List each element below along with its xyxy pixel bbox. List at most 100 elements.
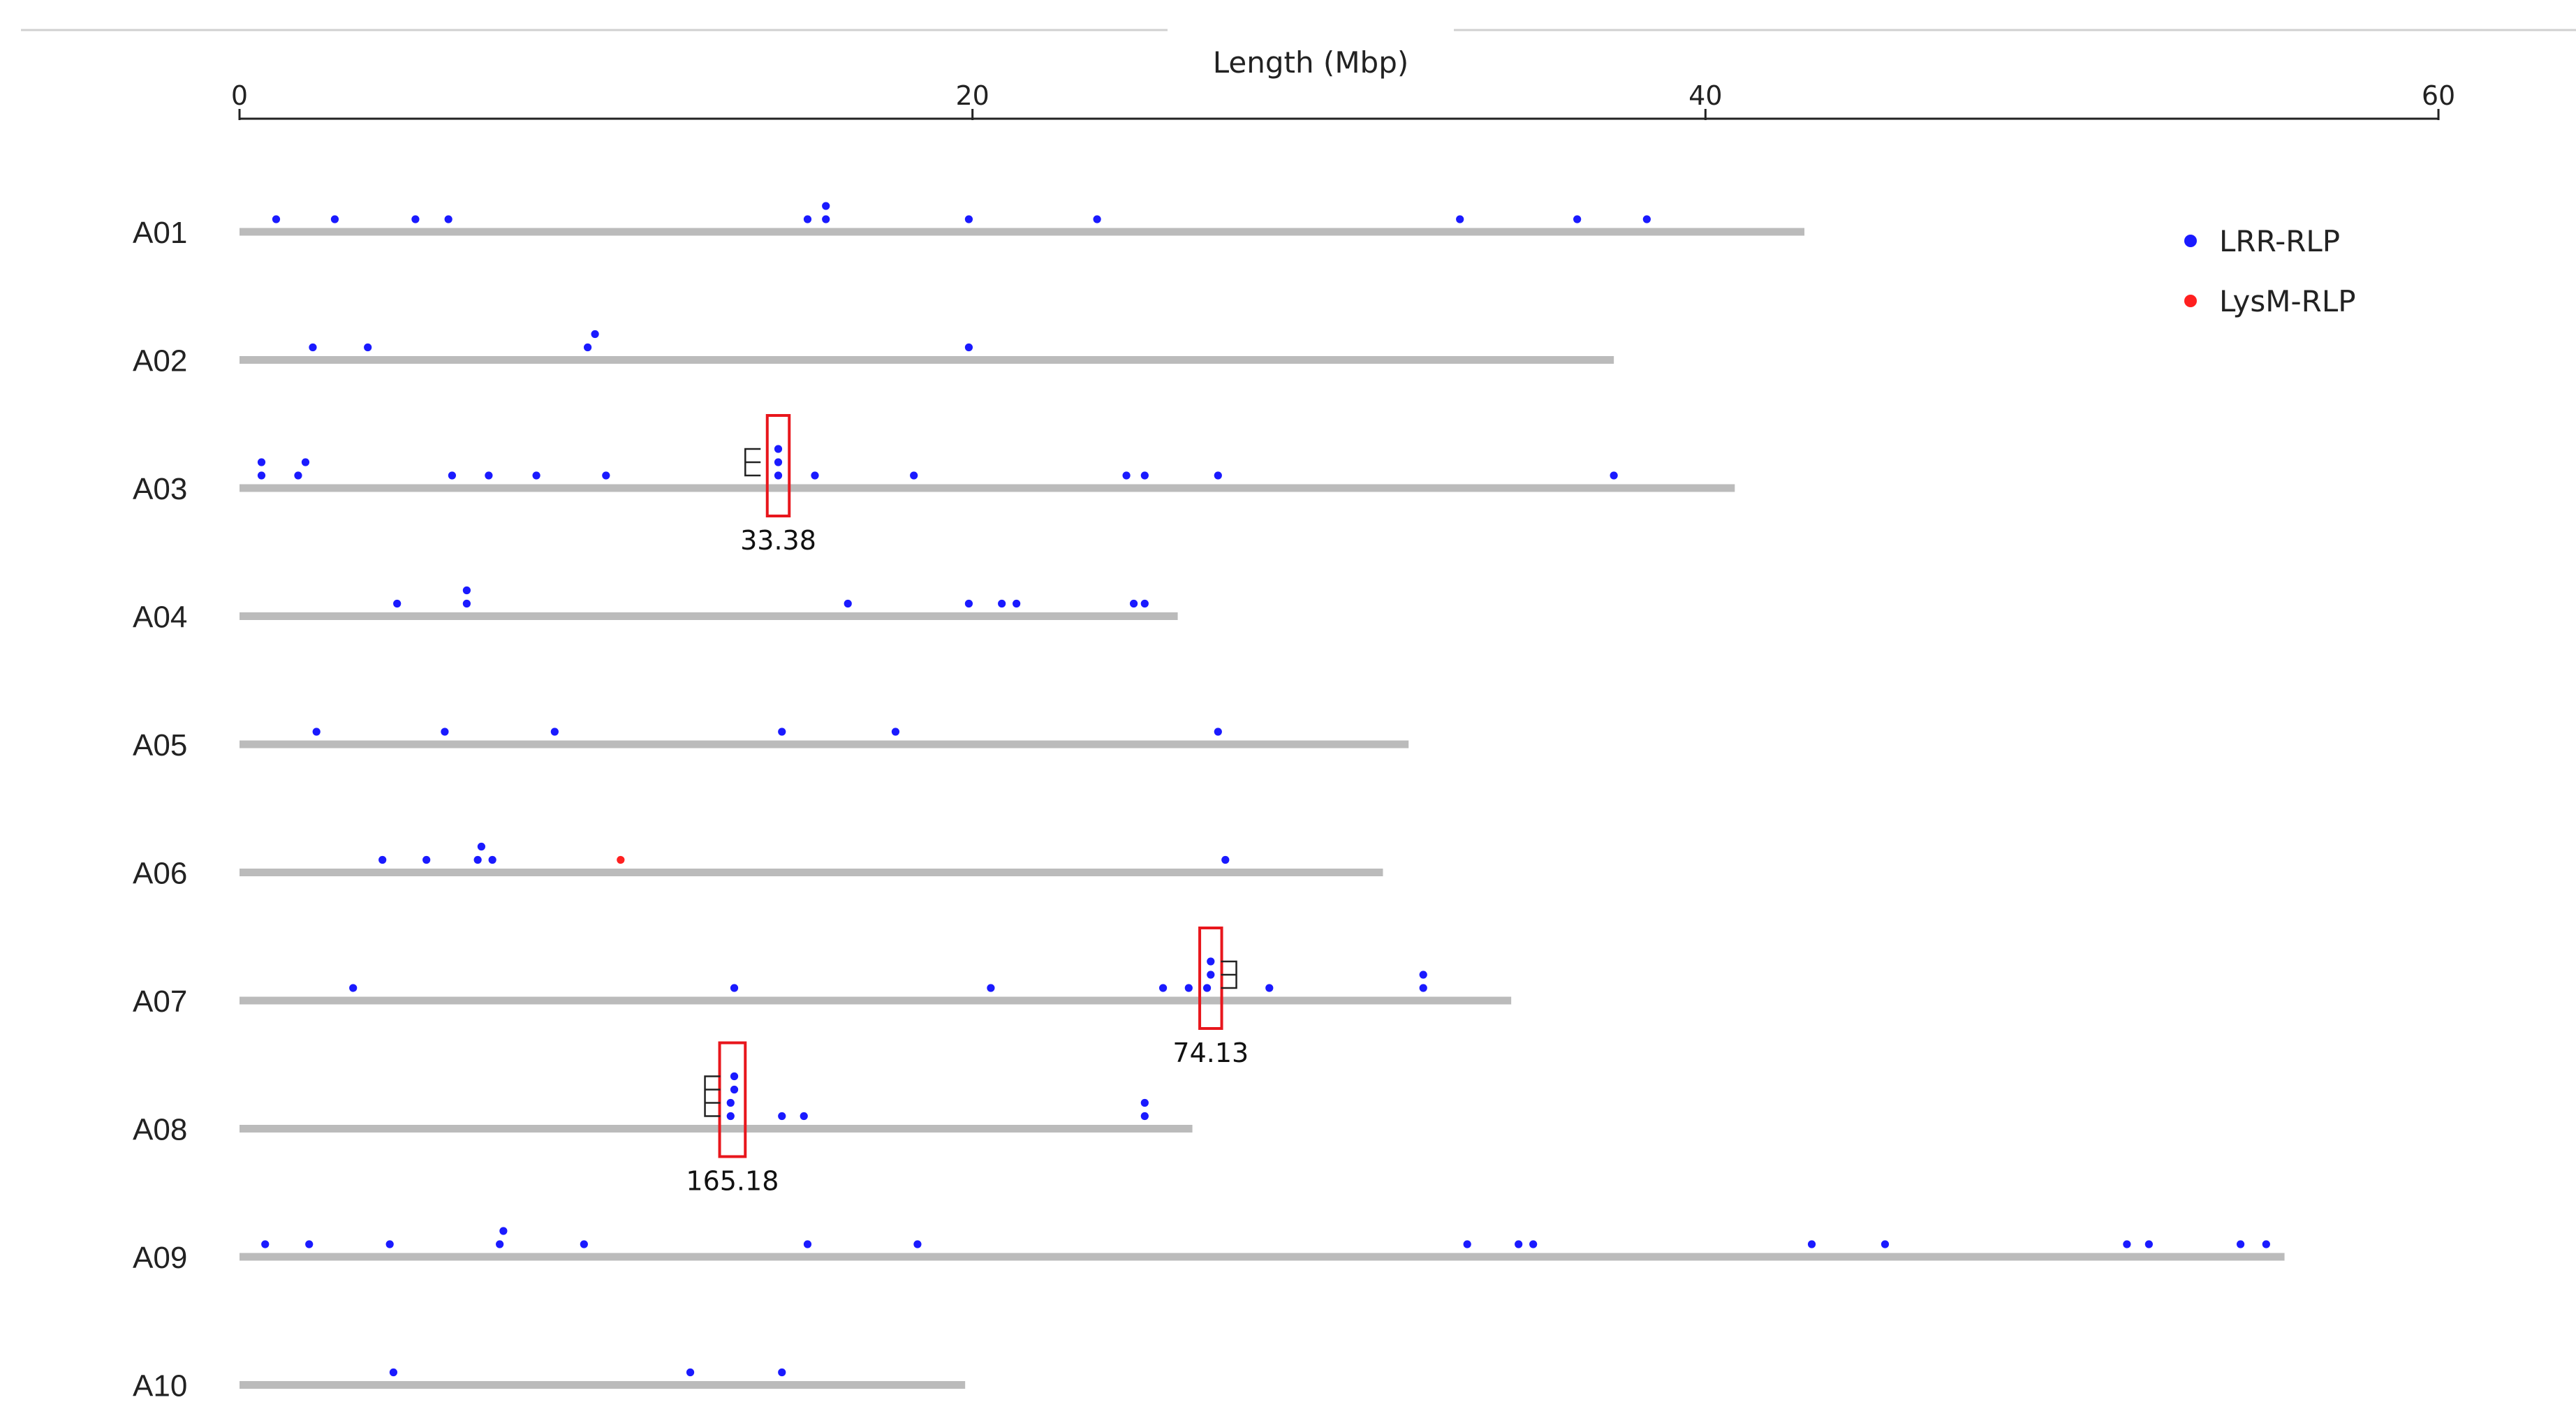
gene-point [422, 855, 431, 864]
gene-point [964, 599, 973, 608]
gene-point [1184, 984, 1193, 992]
x-tick-label: 20 [955, 80, 989, 111]
gene-point [778, 1112, 786, 1121]
gene-point [913, 1240, 922, 1248]
gene-point [294, 471, 302, 480]
gene-point [583, 343, 592, 352]
gene-point [473, 855, 482, 864]
gene-point [822, 215, 830, 223]
gene-point [532, 471, 540, 480]
gene-point [385, 1240, 394, 1248]
gene-point [800, 1112, 808, 1121]
gene-point [1456, 215, 1464, 223]
gene-point [272, 215, 281, 223]
gene-point [1642, 215, 1651, 223]
gene-point [550, 728, 559, 736]
cluster-boxes: 33.38 74.13 165.18 [686, 414, 1249, 1197]
gene-point [1573, 215, 1582, 223]
gene-point [444, 215, 452, 223]
gene-point [1265, 984, 1274, 992]
gene-point [591, 330, 599, 339]
chromosome-label: A05 [133, 728, 187, 762]
gene-point [822, 202, 830, 210]
gene-point [349, 984, 358, 992]
gene-point [1140, 1112, 1149, 1121]
gene-point [2123, 1240, 2131, 1248]
x-axis-title: Length (Mbp) [1213, 45, 1409, 80]
x-tick-label: 60 [2422, 80, 2455, 111]
gene-point [2236, 1240, 2245, 1248]
gene-point [844, 599, 852, 608]
gene-point [778, 728, 786, 736]
x-tick-label: 0 [231, 80, 248, 111]
gene-point [774, 471, 783, 480]
cluster-box [718, 1041, 747, 1158]
gene-point [499, 1227, 508, 1235]
gene-point [393, 599, 402, 608]
gene-point [488, 855, 496, 864]
gene-point [1140, 599, 1149, 608]
gene-point [477, 842, 485, 851]
chromosome-label: A10 [133, 1369, 187, 1403]
gene-point [261, 1240, 270, 1248]
gene-point [1129, 599, 1138, 608]
gene-point [257, 458, 266, 466]
gene-point [910, 471, 918, 480]
gene-point [485, 471, 493, 480]
gene-point [774, 458, 783, 466]
gene-point [726, 1098, 735, 1107]
gene-point [1419, 984, 1427, 992]
x-axis: Length (Mbp) 0 20 40 60 [231, 45, 2455, 120]
gene-point [378, 855, 387, 864]
legend: LRR-RLP LysM-RLP [2184, 224, 2356, 318]
chromosome-label: A02 [133, 344, 187, 378]
gene-point [726, 1112, 735, 1121]
gene-point [1419, 971, 1427, 979]
cluster-bracket [744, 448, 761, 477]
gene-point [309, 343, 317, 352]
gene-point [462, 599, 471, 608]
gene-point [1093, 215, 1101, 223]
legend-marker [2184, 235, 2197, 247]
gene-point [987, 984, 995, 992]
gene-point [730, 984, 739, 992]
cluster-box [765, 414, 791, 517]
cluster-label: 33.38 [740, 525, 816, 556]
chromosome-label: A06 [133, 857, 187, 891]
legend-label: LRR-RLP [2219, 224, 2340, 258]
gene-point [1140, 471, 1149, 480]
cluster-label: 74.13 [1172, 1038, 1249, 1068]
chromosome-label: A08 [133, 1113, 187, 1147]
gene-point [448, 471, 457, 480]
gene-point [891, 728, 900, 736]
gene-point [330, 215, 339, 223]
gene-point [462, 586, 471, 595]
gene-point [803, 1240, 812, 1248]
gene-point [441, 728, 449, 736]
chromosome-label: A07 [133, 984, 187, 1019]
gene-point [364, 343, 372, 352]
gene-point [964, 215, 973, 223]
gene-point [1207, 971, 1215, 979]
gene-point [257, 471, 266, 480]
gene-point [730, 1072, 739, 1081]
gene-point [1207, 957, 1215, 966]
gene-point [1221, 855, 1230, 864]
gene-point [2144, 1240, 2153, 1248]
chromosome-label: A03 [133, 472, 187, 506]
gene-point [580, 1240, 588, 1248]
legend-marker [2184, 295, 2197, 307]
chromosome-label: A04 [133, 600, 187, 635]
gene-point [602, 471, 610, 480]
gene-point [1515, 1240, 1523, 1248]
cluster-label: 165.18 [686, 1166, 779, 1197]
gene-point [1529, 1240, 1538, 1248]
gene-point [778, 1368, 786, 1377]
gene-point [617, 855, 625, 864]
gene-point [1610, 471, 1618, 480]
legend-label: LysM-RLP [2219, 284, 2356, 318]
gene-point [803, 215, 812, 223]
gene-point [964, 343, 973, 352]
gene-point [411, 215, 420, 223]
